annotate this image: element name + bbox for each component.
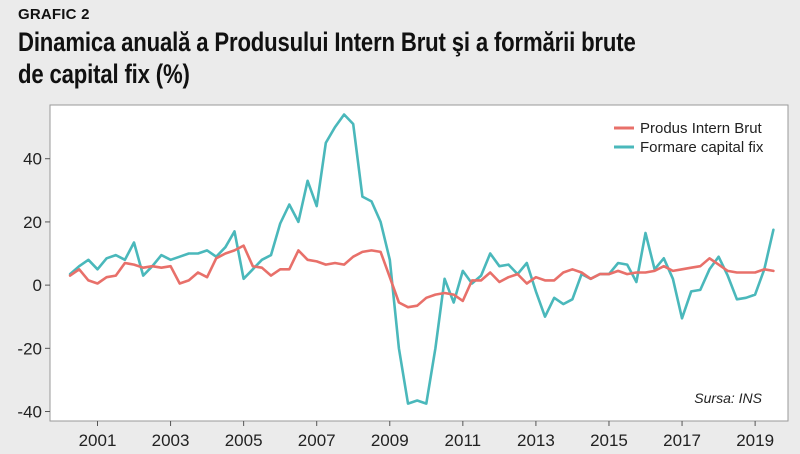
y-tick-label: 40	[23, 150, 42, 169]
legend-label: Produs Intern Brut	[640, 120, 763, 137]
legend-label: Formare capital fix	[640, 139, 764, 156]
x-tick-label: 2007	[298, 431, 336, 450]
x-tick-label: 2011	[445, 431, 482, 450]
y-tick-label: -20	[17, 339, 42, 358]
x-tick-label: 2003	[152, 431, 190, 450]
x-tick-label: 2013	[517, 431, 555, 450]
x-tick-label: 2001	[79, 431, 117, 450]
x-axis: 2001 2003 2005 2007 2009 2011 2013 2015 2017 2019	[79, 421, 774, 450]
x-tick-label: 2019	[736, 431, 774, 450]
series-layer	[68, 113, 775, 405]
chart-label: GRAFIC 2	[18, 6, 90, 23]
x-tick-label: 2005	[225, 431, 263, 450]
x-tick-label: 2009	[371, 431, 409, 450]
source-label: Sursa: INS	[694, 390, 762, 406]
series-line-capital-fix	[68, 113, 775, 405]
x-tick-label: 2015	[590, 431, 628, 450]
x-tick-label: 2017	[663, 431, 701, 450]
legend: Produs Intern Brut Formare capital fix	[614, 120, 764, 156]
y-tick-label: -40	[17, 403, 42, 422]
series-line-pib	[68, 244, 775, 309]
y-tick-label: 0	[33, 276, 42, 295]
y-axis: -40 -20 0 20 40	[17, 150, 50, 422]
y-tick-label: 20	[23, 213, 42, 232]
chart-title: Dinamica anuală a Produsului Intern Brut…	[18, 27, 636, 89]
